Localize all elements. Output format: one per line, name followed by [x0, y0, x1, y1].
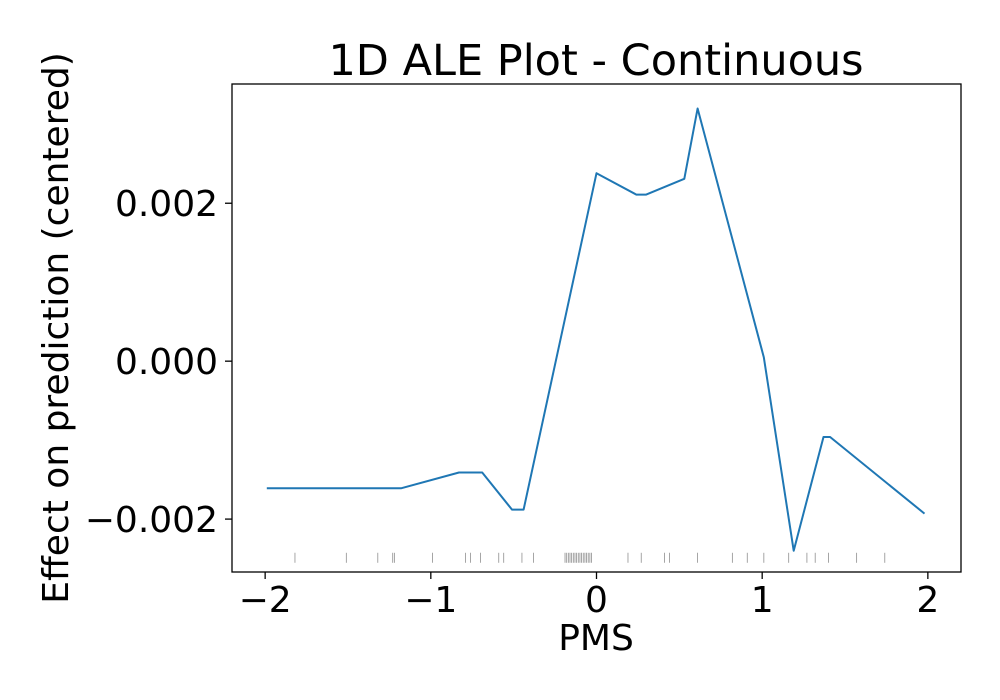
x-tick-label-0: −2	[239, 580, 292, 621]
x-tick-label-4: 2	[916, 580, 939, 621]
x-tick-label-2: 0	[585, 580, 608, 621]
series-line-0	[266, 107, 926, 552]
axis-ticks: −2 −1 0 1 2 −0.002 0.000 0.002	[85, 184, 940, 621]
x-tick-label-1: −1	[404, 580, 457, 621]
chart-title: 1D ALE Plot - Continuous	[328, 36, 863, 86]
plot-area	[266, 107, 926, 563]
y-axis-label: Effect on prediction (centered)	[36, 52, 77, 604]
y-tick-label-1: 0.000	[115, 342, 218, 383]
y-tick-label-0: −0.002	[85, 500, 218, 541]
x-axis-label: PMS	[558, 618, 634, 659]
x-tick-label-3: 1	[751, 580, 774, 621]
plot-frame	[231, 83, 962, 573]
y-tick-label-2: 0.002	[115, 184, 218, 225]
